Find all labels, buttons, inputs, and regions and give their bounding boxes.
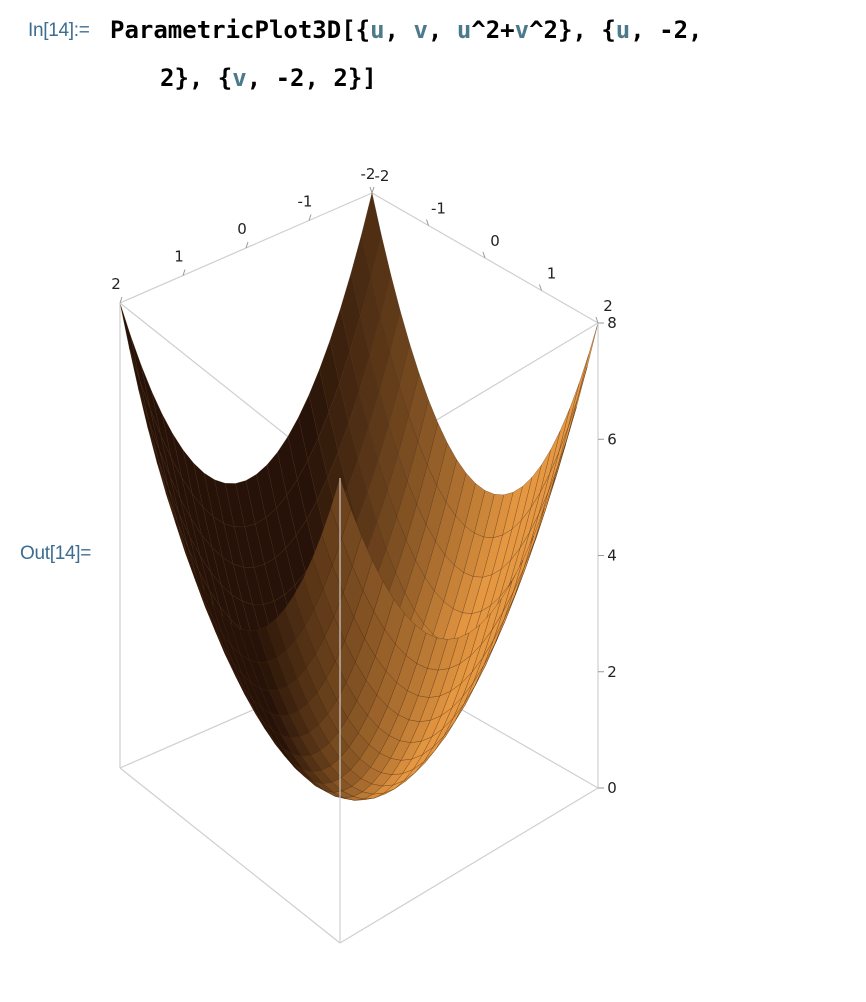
code-tokens: [{u, v, u^2+v^2}, {u, -2, (341, 16, 702, 44)
code-variable: v (514, 16, 530, 44)
x-tick-label: -1 (298, 193, 313, 211)
x-tick-mark (245, 241, 249, 249)
x-tick-label: 0 (237, 220, 247, 238)
code-text: , (427, 16, 457, 44)
input-cell-label: In[14]:= (28, 20, 90, 41)
code-tokens-line-2: 2}, {v, -2, 2}] (160, 64, 377, 92)
code-variable: u (370, 16, 385, 44)
surface-patch (130, 335, 151, 410)
code-variable: u (456, 16, 472, 44)
axis-ticks: 2 1 0 -1 -2 -2 -1 0 1 2 0 2 4 6 8 (111, 165, 617, 797)
y-tick-label: -1 (431, 200, 446, 218)
y-tick-mark (539, 284, 542, 291)
z-tick-label: 2 (607, 663, 617, 681)
y-tick-label: 1 (547, 265, 557, 283)
z-tick-label: 6 (607, 430, 617, 448)
x-tick-label: 2 (111, 275, 121, 293)
y-tick-label: -2 (375, 167, 390, 185)
surface-plot-3d[interactable]: 2 1 0 -1 -2 -2 -1 0 1 2 0 2 4 6 8 (100, 150, 720, 960)
output-cell-label: Out[14]= (20, 543, 92, 564)
code-text: [{ (341, 16, 371, 44)
code-variable: v (413, 16, 428, 44)
box-edge (119, 767, 341, 944)
paraboloid-surface (119, 192, 599, 801)
code-text: 2}, { (160, 64, 233, 92)
x-tick-mark (182, 269, 186, 276)
y-tick-mark (482, 251, 486, 259)
box-edge (339, 787, 599, 944)
input-code-line-2[interactable]: 2}, {v, -2, 2}] (160, 64, 377, 92)
code-text: , -2, (630, 16, 703, 44)
code-text: , -2, 2}] (246, 64, 377, 92)
x-tick-mark (119, 296, 123, 304)
z-tick-label: 4 (607, 547, 617, 565)
x-tick-mark (308, 214, 312, 221)
z-tick-label: 8 (607, 314, 617, 332)
y-tick-mark (595, 316, 599, 324)
surface-patch (568, 354, 589, 427)
y-tick-label: 0 (490, 232, 500, 250)
surface-patch (558, 383, 580, 452)
code-text: , (384, 16, 414, 44)
y-tick-mark (369, 186, 373, 194)
function-name: ParametricPlot3D (110, 16, 342, 44)
code-text: ^2+ (471, 16, 515, 44)
input-code-line-1[interactable]: ParametricPlot3D[{u, v, u^2+v^2}, {u, -2… (110, 16, 702, 44)
code-text: ^2}, { (529, 16, 616, 44)
surface-patch (119, 302, 140, 380)
y-tick-label: 2 (603, 297, 613, 315)
z-tick-label: 0 (607, 779, 617, 797)
x-tick-label: 1 (174, 248, 184, 266)
x-tick-mark (371, 186, 375, 194)
x-tick-label: -2 (361, 165, 376, 183)
surface-patch (577, 322, 599, 399)
code-variable: u (615, 16, 631, 44)
code-variable: v (232, 64, 247, 92)
y-tick-mark (426, 219, 429, 226)
